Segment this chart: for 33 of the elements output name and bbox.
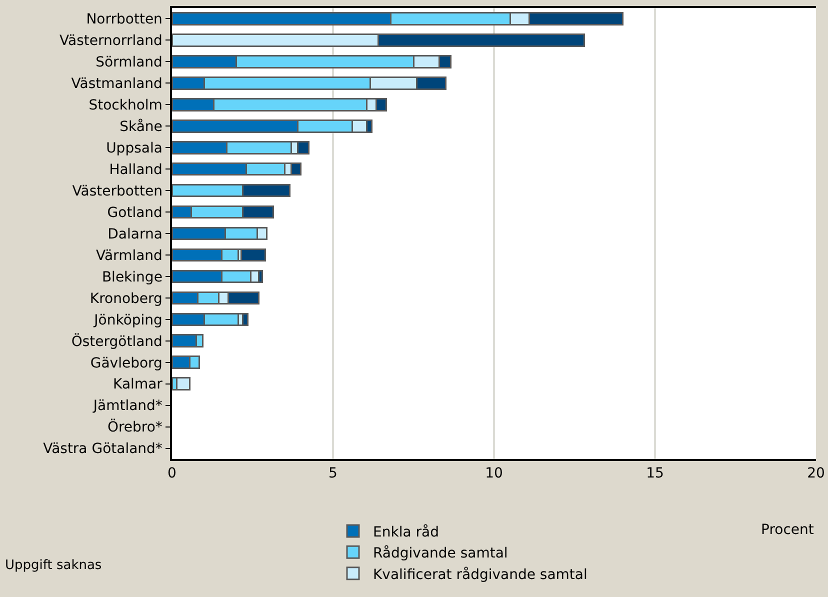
bar [176,377,190,390]
y-tick-label: Västernorrland [60,33,162,50]
y-tick-label: Gotland [107,204,162,221]
y-tick-label: Kalmar [113,376,163,393]
y-tick-label: Stockholm [88,98,162,114]
y-tick-label: Norrbotten [86,12,162,28]
y-tick-label: Skåne [120,118,162,136]
y-tick-label: Kronoberg [90,290,162,307]
x-tick-label: 0 [168,466,176,482]
x-tick-label: 5 [328,466,338,482]
y-tick-label: Halland [109,162,162,178]
y-tick-label: Gävleborg [90,355,162,372]
y-tick-label: Dalarna [108,226,162,242]
y-tick-label: Östergötland [71,332,162,350]
y-tick-label: Uppsala [106,140,162,156]
y-tick-label: Blekinge [102,269,162,286]
y-tick-label: Västra Götaland* [43,441,162,458]
y-tick-label: Sörmland [96,54,162,71]
y-tick-label: Jämtland* [92,398,162,414]
legend-label: Kvalificerat rådgivande samtal [373,566,588,583]
y-tick-label: Värmland [96,248,162,264]
text: Uppgift saknas [5,558,102,573]
y-tick-label: Örebro* [107,418,162,436]
legend-label: Enkla råd [373,523,439,540]
bar [240,248,266,262]
x-axis-title: Procent [761,522,814,538]
x-tick-label: 15 [646,466,664,482]
x-tick-label: 20 [807,466,825,482]
y-tick-label: Västerbotten [72,183,162,200]
x-tick-label: 10 [485,466,503,482]
legend-label: Rådgivande samtal [373,544,508,562]
y-tick-label: Jönköping [93,312,162,328]
y-tick-label: Västmanland [71,76,162,92]
